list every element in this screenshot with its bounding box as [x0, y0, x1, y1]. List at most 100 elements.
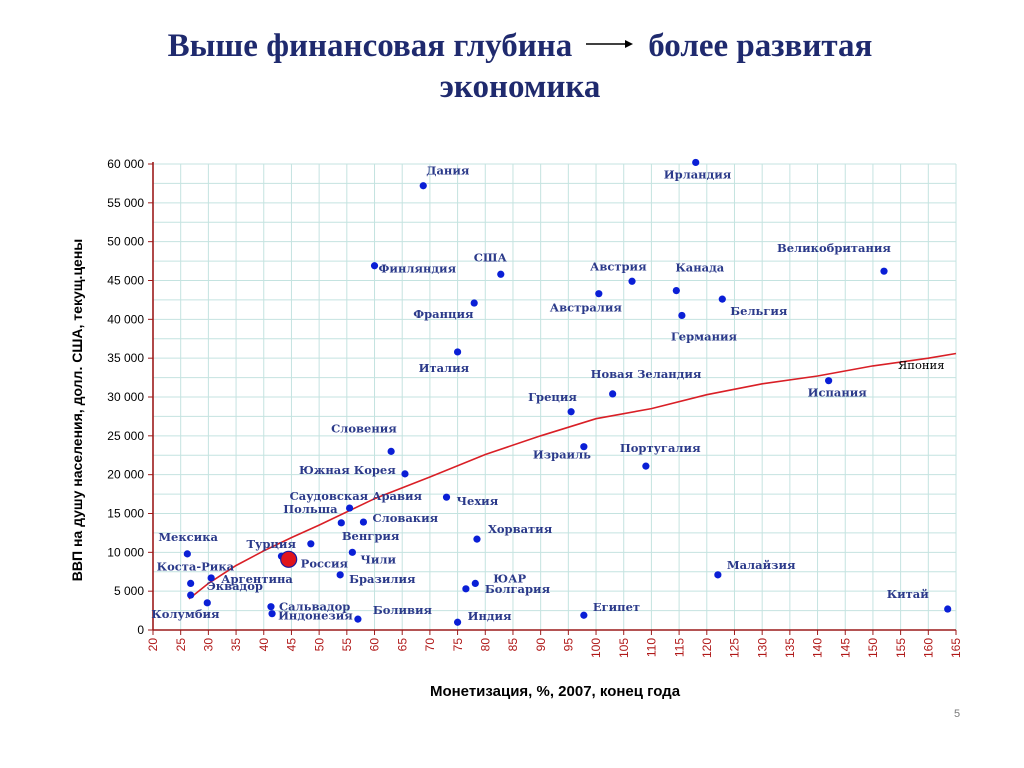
trend-line	[188, 352, 957, 600]
point-2-label: Финляндия	[379, 262, 457, 276]
x-tick-label: 70	[423, 638, 437, 652]
point-32-marker	[471, 579, 479, 588]
y-tick-label: 40 000	[107, 312, 144, 326]
point-17-label: Португалия	[620, 441, 701, 455]
point-5-marker	[672, 286, 680, 295]
point-10-label: Германия	[671, 329, 738, 343]
point-38-label: Индонезия	[278, 609, 353, 623]
x-tick-label: 125	[728, 638, 742, 658]
point-7-marker	[470, 299, 478, 307]
y-tick-label: 60 000	[107, 157, 144, 171]
x-tick-label: 135	[783, 638, 797, 658]
point-14-marker	[567, 408, 575, 416]
point-39-label: Боливия	[373, 603, 433, 617]
point-13-marker	[825, 377, 833, 385]
y-tick-label: 50 000	[107, 235, 144, 249]
point-33-label: Болгария	[485, 582, 551, 596]
y-tick-label: 15 000	[107, 507, 144, 521]
x-tick-label: 130	[755, 638, 769, 658]
point-26-marker	[183, 550, 191, 558]
y-tick-label: 0	[137, 623, 144, 637]
point-11-marker	[453, 348, 462, 356]
point-17-marker	[642, 462, 650, 470]
point-13-label: Испания	[808, 386, 868, 400]
data-point-labels: Дания Ирландия Финляндия США Австрия Канада Ве…	[151, 164, 929, 623]
point-15-marker	[387, 447, 395, 455]
point-4-marker	[628, 277, 636, 285]
point-12-label: Новая Зеландия	[591, 367, 702, 381]
point-34-label: Малайзия	[727, 558, 796, 572]
x-tick-label: 95	[562, 638, 576, 652]
point-22-label: Польша	[283, 502, 338, 516]
point-39-marker	[354, 615, 362, 623]
x-axis-ticks: 20 25 30 35 40 45 50 55 60 65 70 75 80 85 90 95 100 105 11…	[146, 630, 963, 658]
point-29-marker	[187, 579, 195, 588]
point-31-marker	[336, 571, 344, 579]
point-5-label: Канада	[675, 261, 724, 275]
y-tick-label: 55 000	[107, 196, 144, 210]
y-tick-label: 35 000	[107, 351, 144, 365]
x-tick-label: 75	[451, 638, 465, 652]
x-tick-label: 45	[285, 638, 299, 652]
point-1-marker	[692, 158, 700, 167]
x-tick-label: 65	[395, 638, 409, 652]
chart-grid	[153, 163, 957, 630]
point-1-label: Ирландия	[664, 167, 732, 181]
point-18-marker	[401, 470, 409, 478]
point-6-label: Великобритания	[777, 241, 891, 255]
point-0-label: Дания	[426, 164, 470, 178]
x-tick-label: 55	[340, 638, 354, 652]
point-19-label: Саудовская Аравия	[290, 489, 423, 503]
x-tick-label: 90	[534, 638, 548, 652]
x-tick-label: 35	[229, 638, 243, 652]
slide-title: Выше финансовая глубина более развитая эк…	[60, 26, 980, 108]
y-axis-ticks: 0 5 000 10 000 15 000 20 000 25 000 30 000 35 0…	[107, 157, 153, 637]
x-tick-label: 40	[257, 638, 271, 652]
point-42-label: Китай	[887, 587, 930, 601]
point-8-label: Австралия	[550, 301, 623, 315]
point-41-label: Египет	[593, 600, 640, 614]
point-20-label: Чехия	[457, 494, 499, 508]
point-37-label: Сальвадор	[279, 600, 350, 614]
point-6-marker	[880, 267, 888, 275]
point-12-marker	[609, 390, 617, 398]
point-29-label: Коста-Рика	[157, 559, 235, 573]
point-40-label: Индия	[468, 609, 512, 623]
point-32-label: ЮАР	[493, 571, 526, 585]
x-tick-label: 140	[811, 638, 825, 658]
point-35-marker	[187, 591, 195, 599]
x-tick-label: 120	[700, 638, 714, 658]
y-tick-label: 5 000	[114, 584, 144, 598]
point-36-marker	[203, 599, 211, 607]
point-18-label: Южная Корея	[299, 463, 396, 477]
point-15-label: Словения	[331, 421, 397, 435]
point-38-marker	[268, 610, 276, 618]
point-22-marker	[337, 519, 345, 527]
point-37-marker	[267, 603, 275, 611]
point-4-label: Австрия	[590, 259, 647, 273]
title-line2: экономика	[439, 69, 601, 105]
point-30-marker	[207, 574, 215, 582]
y-tick-label: 45 000	[107, 274, 144, 288]
point-24-label: Турция	[246, 537, 296, 551]
point-21-label: Словакия	[372, 511, 438, 525]
point-3-label: США	[474, 250, 508, 264]
data-points	[183, 158, 952, 626]
x-tick-label: 50	[312, 638, 326, 652]
x-tick-label: 30	[202, 638, 216, 652]
x-tick-label: 85	[506, 638, 520, 652]
point-16-label: Израиль	[533, 448, 591, 462]
point-8-marker	[595, 290, 603, 298]
point-27-marker	[348, 548, 356, 556]
y-tick-label: 10 000	[107, 545, 144, 559]
point-23-marker	[307, 540, 315, 548]
y-tick-label: 25 000	[107, 429, 144, 443]
point-42-marker	[944, 605, 952, 613]
title-part1: Выше финансовая глубина	[167, 28, 573, 64]
y-tick-label: 30 000	[107, 390, 144, 404]
point-7-label: Франция	[413, 307, 474, 321]
x-tick-label: 100	[589, 638, 603, 658]
arrow-right-icon	[586, 40, 634, 49]
point-19-marker	[345, 504, 354, 512]
